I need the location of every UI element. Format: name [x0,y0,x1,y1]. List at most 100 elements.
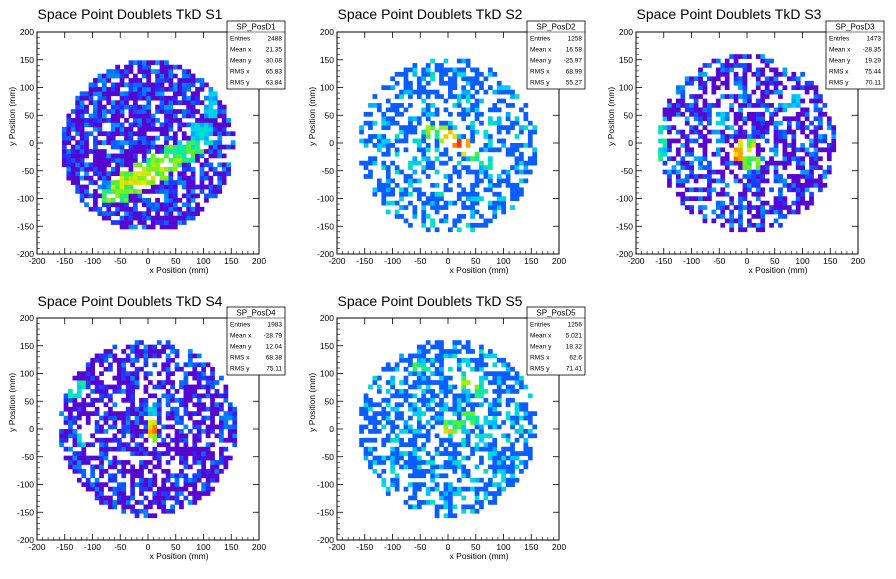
heatmap-bin [103,420,109,425]
heatmap-bin [456,486,462,492]
heatmap-bin [81,397,87,403]
heatmap-bin [403,429,409,434]
heatmap-bin [196,495,202,501]
heatmap-bin [778,71,783,77]
heatmap-bin [496,147,502,153]
heatmap-bin [791,209,797,215]
heatmap-bin [461,464,467,470]
heatmap-bin [368,402,373,408]
heatmap-bin [510,424,515,430]
heatmap-bin [103,366,109,372]
heatmap-bin [680,191,686,197]
heatmap-bin [190,113,196,119]
heatmap-bin [219,433,224,439]
heatmap-bin [390,107,396,113]
heatmap-bin [408,402,413,408]
heatmap-bin [434,371,440,377]
heatmap-bin [199,175,205,181]
heatmap-bin [496,116,502,122]
heatmap-bin [187,349,193,354]
heatmap-bin [505,174,511,179]
heatmap-bin [186,189,192,194]
heatmap-bin [434,415,440,421]
heatmap-bin [390,85,396,91]
heatmap-bin [760,94,766,99]
y-tick-label: -150 [317,507,334,517]
heatmap-bin [738,209,743,215]
heatmap-bin [156,353,162,359]
heatmap-bin [181,109,187,114]
heatmap-bin [782,200,788,206]
x-tick-label: -200 [28,256,45,266]
heatmap-bin [88,122,94,128]
heatmap-bin [192,362,198,368]
heatmap-bin [809,178,814,184]
heatmap-bin [119,202,125,208]
heatmap-bin [210,486,215,492]
heatmap-bin [474,433,480,439]
heatmap-bin [733,76,739,82]
heatmap-bin [751,89,757,95]
heatmap-bin [456,169,462,175]
heatmap-bin [465,473,471,479]
heatmap-bin [434,182,440,188]
heatmap-bin [108,415,113,421]
heatmap-bin [119,149,125,154]
heatmap-bin [742,76,748,82]
heatmap-bin [165,357,171,363]
heatmap-bin [84,140,89,145]
heatmap-bin [439,464,444,470]
stats-value-rms-x: 62.6 [569,355,582,362]
heatmap-bin [470,420,475,425]
heatmap-bin [795,147,801,153]
heatmap-bin [90,442,96,448]
heatmap-bin [430,393,435,399]
heatmap-bin [134,451,140,456]
heatmap-bin [662,116,668,122]
y-tick-label: 200 [20,313,34,323]
heatmap-bin [156,349,162,354]
heatmap-bin [510,196,515,202]
heatmap-bin [177,126,183,132]
heatmap-bin [532,160,538,166]
heatmap-bin [119,131,125,137]
heatmap-bin [219,375,224,381]
heatmap-bin [439,151,444,157]
heatmap-bin [112,455,118,461]
heatmap-bin [501,464,507,470]
heatmap-bin [505,477,511,483]
y-tick-label: -200 [317,249,334,259]
heatmap-bin [403,389,409,394]
heatmap-bin [795,178,801,184]
heatmap-bin [720,129,726,135]
heatmap-bin [519,156,524,162]
heatmap-bin [201,402,207,408]
heatmap-bin [124,206,129,212]
heatmap-bin [729,214,734,219]
heatmap-bin [505,415,511,421]
heatmap-bin [121,371,127,377]
heatmap-bin [103,411,109,416]
heatmap-bin [795,200,801,206]
heatmap-bin [159,144,165,150]
heatmap-bin [159,149,165,154]
heatmap-bin [115,157,120,163]
heatmap-bin [390,191,396,197]
heatmap-bin [177,220,183,225]
heatmap-bin [412,125,418,130]
heatmap-bin [501,169,507,175]
heatmap-bin [223,446,229,452]
heatmap-bin [689,174,695,179]
heatmap-bin [760,54,766,59]
heatmap-bin [742,94,748,99]
heatmap-bin [822,111,828,117]
heatmap-bin [187,397,193,403]
heatmap-bin [456,411,462,416]
heatmap-bin [416,357,422,363]
heatmap-bin [430,468,435,474]
heatmap-bin [448,349,453,354]
heatmap-bin [192,424,198,430]
heatmap-bin [217,162,223,168]
heatmap-bin [110,126,116,132]
heatmap-bin [724,71,730,77]
